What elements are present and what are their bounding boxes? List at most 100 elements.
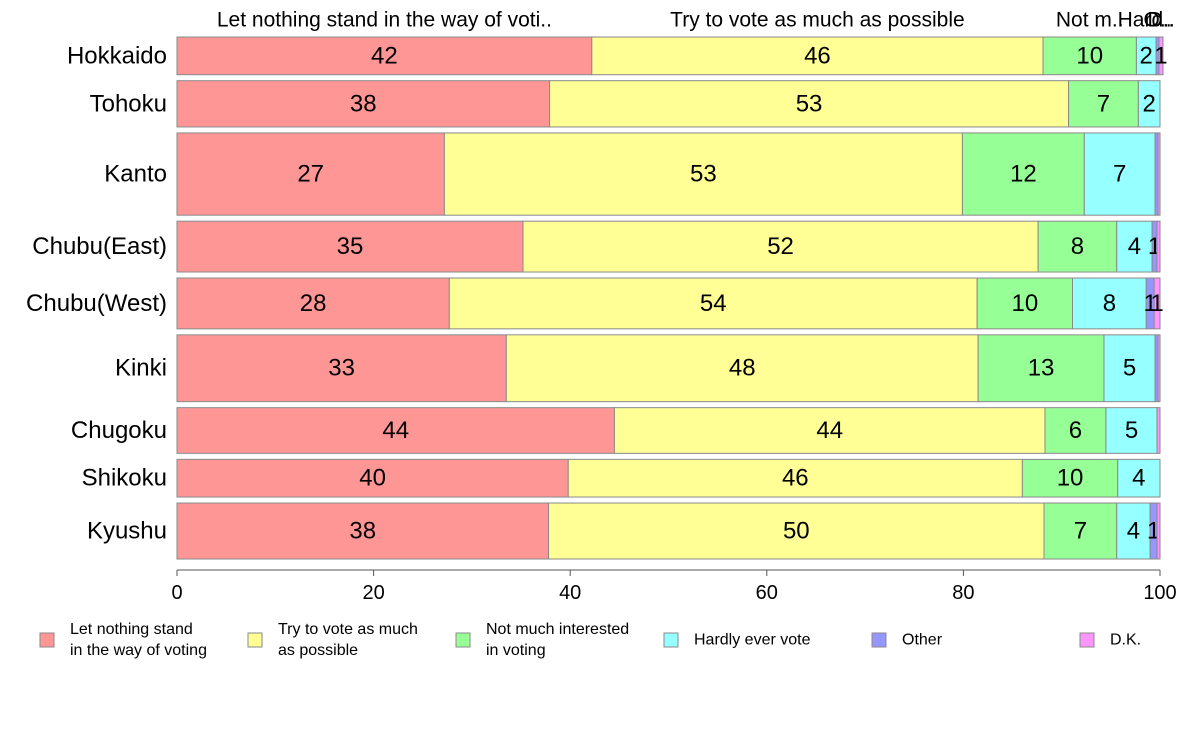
bar-row-chubu-east: 35 52 8 4 1 [176, 220, 1161, 273]
data-label: 5 [1123, 355, 1136, 382]
data-label: 28 [300, 290, 327, 317]
legend-label: in the way of voting [70, 642, 207, 659]
legend-item: Hardly ever vote [663, 632, 811, 649]
bar-row-kinki: 33 48 13 5 [176, 334, 1161, 403]
data-label: 50 [783, 518, 810, 545]
series-top-label: D.. [1148, 9, 1175, 32]
legend-item: D.K. [1079, 632, 1141, 649]
bar-segment [522, 220, 1039, 273]
legend-label: Try to vote as much [278, 621, 418, 638]
data-label: 40 [359, 465, 386, 492]
bar-segment [1156, 502, 1161, 560]
data-label: 2 [1140, 42, 1153, 69]
data-label: 1 [1150, 290, 1163, 317]
x-tick-label: 20 [362, 582, 384, 604]
x-tick-label: 80 [952, 582, 974, 604]
data-label: 4 [1132, 465, 1145, 492]
data-label: 10 [1011, 290, 1038, 317]
legend-item: Other [871, 632, 943, 649]
bar-row-chubu-west: 28 54 10 8 11 [176, 277, 1164, 330]
bar-segment [1153, 277, 1161, 330]
data-label: 1 [1143, 290, 1156, 317]
bar-segment [176, 36, 593, 76]
bar-segment [176, 334, 507, 403]
legend-label: in voting [486, 642, 546, 659]
series-top-label: Try to vote as much as possible [670, 9, 965, 32]
legend-label: D.K. [1110, 632, 1141, 649]
data-label: 7 [1113, 161, 1126, 188]
category-label: Shikoku [82, 465, 167, 492]
bar-segment [961, 132, 1085, 216]
data-label: 7 [1074, 518, 1087, 545]
bar-segment [1158, 36, 1164, 76]
bar-segment [1043, 502, 1118, 560]
data-label: 42 [371, 42, 398, 69]
data-label: 4 [1128, 233, 1141, 260]
bar-segment [176, 502, 550, 560]
legend-label: Other [902, 632, 943, 649]
data-label: 10 [1057, 465, 1084, 492]
data-label: 44 [816, 417, 843, 444]
bar-segment [1103, 334, 1156, 403]
bar-segment [1037, 220, 1118, 273]
data-label: 13 [1028, 355, 1055, 382]
category-label: Kanto [104, 161, 167, 188]
legend-swatch [1079, 632, 1095, 648]
bar-segment [1105, 407, 1158, 454]
category-label: Kinki [115, 355, 167, 382]
bar-segment [1157, 132, 1161, 216]
legend-swatch [455, 632, 471, 648]
bar-segment [1116, 220, 1153, 273]
series-top-label: Let nothing stand in the way of voti.. [217, 9, 552, 32]
bar-segment [976, 277, 1074, 330]
legend-swatch [871, 632, 887, 648]
bar-segment [977, 334, 1105, 403]
legend-item: Let nothing stand in the way of voting [39, 621, 207, 659]
data-label: 1 [1154, 42, 1167, 69]
data-label: 46 [804, 42, 831, 69]
legend-item: Not much interested in voting [455, 621, 629, 659]
legend-label: Hardly ever vote [694, 632, 811, 649]
legend-swatch [247, 632, 263, 648]
bar-segment [1157, 334, 1161, 403]
category-label: Chubu(West) [26, 290, 167, 317]
x-tick-label: 100 [1143, 582, 1176, 604]
category-label: Chubu(East) [32, 233, 167, 260]
data-label: 10 [1076, 42, 1103, 69]
legend-label: Let nothing stand [70, 621, 193, 638]
series-top-label: O.. [1144, 9, 1172, 32]
data-label: 54 [700, 290, 727, 317]
bar-segment [613, 407, 1046, 454]
bar-segment [176, 277, 450, 330]
series-top-label: Hard.. [1118, 9, 1175, 32]
bar-segment [176, 132, 445, 216]
bar-row-kyushu: 38 50 7 4 1 [176, 502, 1161, 560]
bar-segment [448, 277, 978, 330]
category-label: Tohoku [90, 90, 167, 117]
bar-segment [443, 132, 963, 216]
bar-segment [567, 458, 1023, 498]
bar-row-shikoku: 40 46 10 4 [176, 458, 1161, 498]
bar-row-kanto: 27 53 12 7 [176, 132, 1161, 216]
bar-segment [176, 220, 524, 273]
bar-segment [176, 458, 569, 498]
data-label: 38 [349, 518, 376, 545]
bar-segment [1137, 80, 1161, 128]
x-tick-label: 60 [756, 582, 778, 604]
category-label: Hokkaido [67, 42, 167, 69]
data-label: 53 [690, 161, 717, 188]
data-label: 8 [1103, 290, 1116, 317]
data-label: 46 [782, 465, 809, 492]
category-label: Kyushu [87, 518, 167, 545]
top-series-labels: Let nothing stand in the way of voti.. Tr… [217, 9, 1175, 32]
bar-segment [176, 80, 551, 128]
data-label: 7 [1097, 90, 1110, 117]
x-tick-label: 0 [171, 582, 182, 604]
bar-segment [1156, 407, 1161, 454]
legend-swatch [663, 632, 679, 648]
bar-segment [548, 502, 1045, 560]
bar-row-chugoku: 44 44 6 5 [176, 407, 1161, 454]
x-axis: 0 20 40 60 80 100 [171, 569, 1177, 604]
